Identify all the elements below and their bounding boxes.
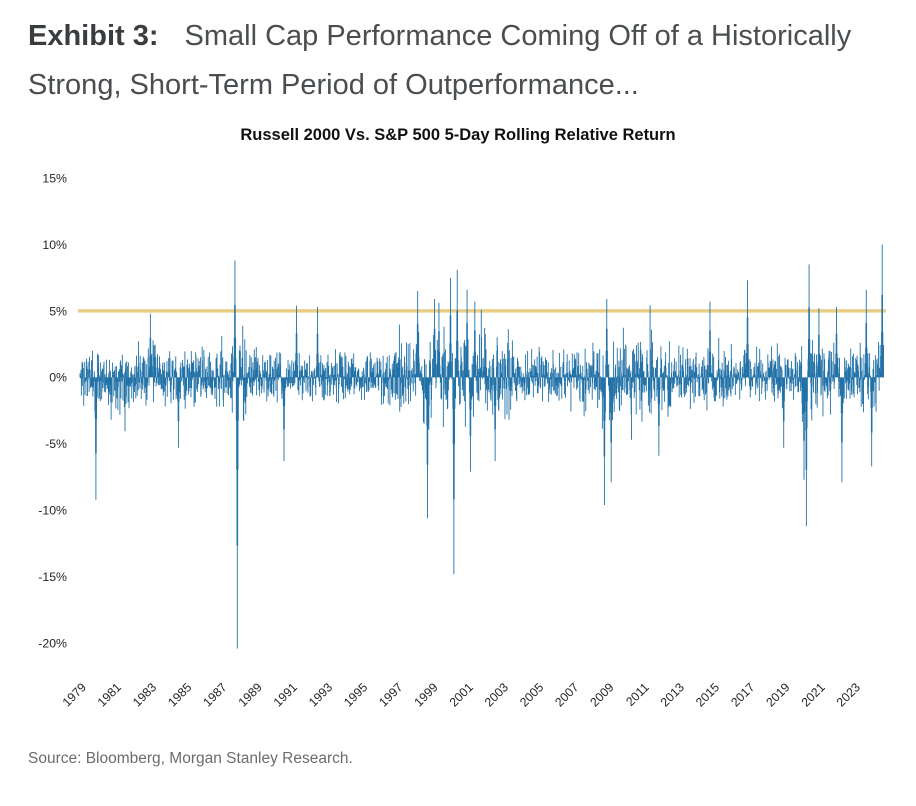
svg-text:2009: 2009 xyxy=(587,680,616,709)
svg-text:0%: 0% xyxy=(49,371,67,385)
svg-text:1989: 1989 xyxy=(236,680,265,709)
svg-text:10%: 10% xyxy=(42,238,67,252)
svg-text:1995: 1995 xyxy=(341,680,370,709)
svg-text:1985: 1985 xyxy=(165,680,194,709)
svg-text:2005: 2005 xyxy=(517,680,546,709)
svg-text:15%: 15% xyxy=(42,171,67,185)
svg-text:2023: 2023 xyxy=(834,680,863,709)
svg-text:2017: 2017 xyxy=(728,680,757,709)
svg-text:-20%: -20% xyxy=(38,637,67,651)
svg-text:1997: 1997 xyxy=(376,680,405,709)
svg-text:2021: 2021 xyxy=(799,680,828,709)
svg-text:2013: 2013 xyxy=(658,680,687,709)
svg-text:-15%: -15% xyxy=(38,570,67,584)
chart-title: Russell 2000 Vs. S&P 500 5-Day Rolling R… xyxy=(240,126,676,144)
svg-text:2003: 2003 xyxy=(482,680,511,709)
svg-text:1981: 1981 xyxy=(95,680,124,709)
svg-text:2001: 2001 xyxy=(447,680,476,709)
svg-text:1993: 1993 xyxy=(306,680,335,709)
svg-text:-5%: -5% xyxy=(45,437,67,451)
svg-text:5%: 5% xyxy=(49,304,67,318)
y-axis-tick-labels: 15% 10% 5% 0% -5% -10% -15% -20% xyxy=(38,171,67,650)
svg-text:2019: 2019 xyxy=(763,680,792,709)
svg-text:2011: 2011 xyxy=(623,680,652,709)
x-axis-tick-labels: 1979 1981 1983 1985 1987 1989 1991 1993 1995 1997… xyxy=(60,680,863,709)
exhibit-title-text: Small Cap Performance Coming Off of a Hi… xyxy=(28,20,852,101)
svg-text:2007: 2007 xyxy=(552,680,581,709)
source-note: Source: Bloomberg, Morgan Stanley Resear… xyxy=(28,750,353,767)
exhibit-label: Exhibit 3: xyxy=(28,20,159,52)
svg-text:1979: 1979 xyxy=(60,680,89,709)
svg-text:1987: 1987 xyxy=(200,680,229,709)
svg-text:1991: 1991 xyxy=(271,680,300,709)
svg-text:2015: 2015 xyxy=(693,680,722,709)
svg-text:1983: 1983 xyxy=(130,680,159,709)
bars-series xyxy=(79,244,884,649)
svg-text:1999: 1999 xyxy=(411,680,440,709)
exhibit-title: Exhibit 3: Small Cap Performance Coming O… xyxy=(28,12,908,110)
svg-text:-10%: -10% xyxy=(38,504,67,518)
